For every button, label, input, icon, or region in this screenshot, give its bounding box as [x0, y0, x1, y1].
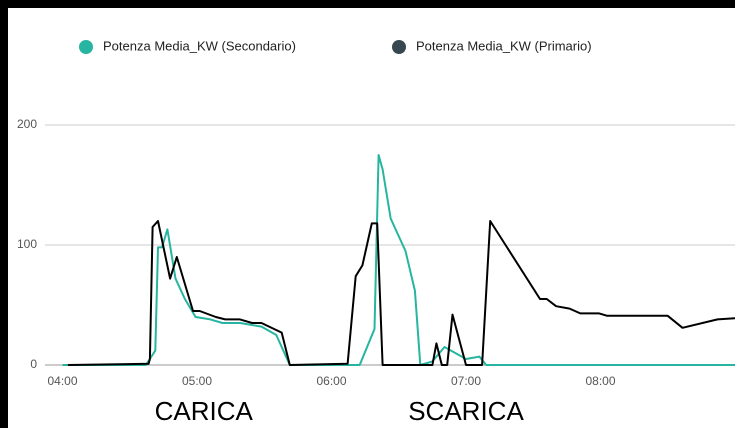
annotation: SCARICA	[408, 396, 524, 426]
y-tick-label: 100	[17, 237, 37, 251]
y-tick-label: 0	[30, 357, 37, 371]
series-line	[67, 220, 735, 366]
x-tick-label: 06:00	[316, 374, 346, 388]
x-tick-label: 05:00	[182, 374, 212, 388]
annotation: CARICA	[155, 396, 254, 426]
frame-left	[0, 0, 8, 428]
legend-label: Potenza Media_KW (Secondario)	[103, 38, 296, 53]
x-tick-label: 04:00	[47, 374, 77, 388]
legend-label: Potenza Media_KW (Primario)	[416, 38, 592, 53]
x-tick-label: 07:00	[451, 374, 481, 388]
frame-top	[0, 0, 735, 8]
legend-marker	[392, 40, 406, 54]
legend-marker	[79, 40, 93, 54]
x-tick-label: 08:00	[585, 374, 615, 388]
y-tick-label: 200	[17, 117, 37, 131]
